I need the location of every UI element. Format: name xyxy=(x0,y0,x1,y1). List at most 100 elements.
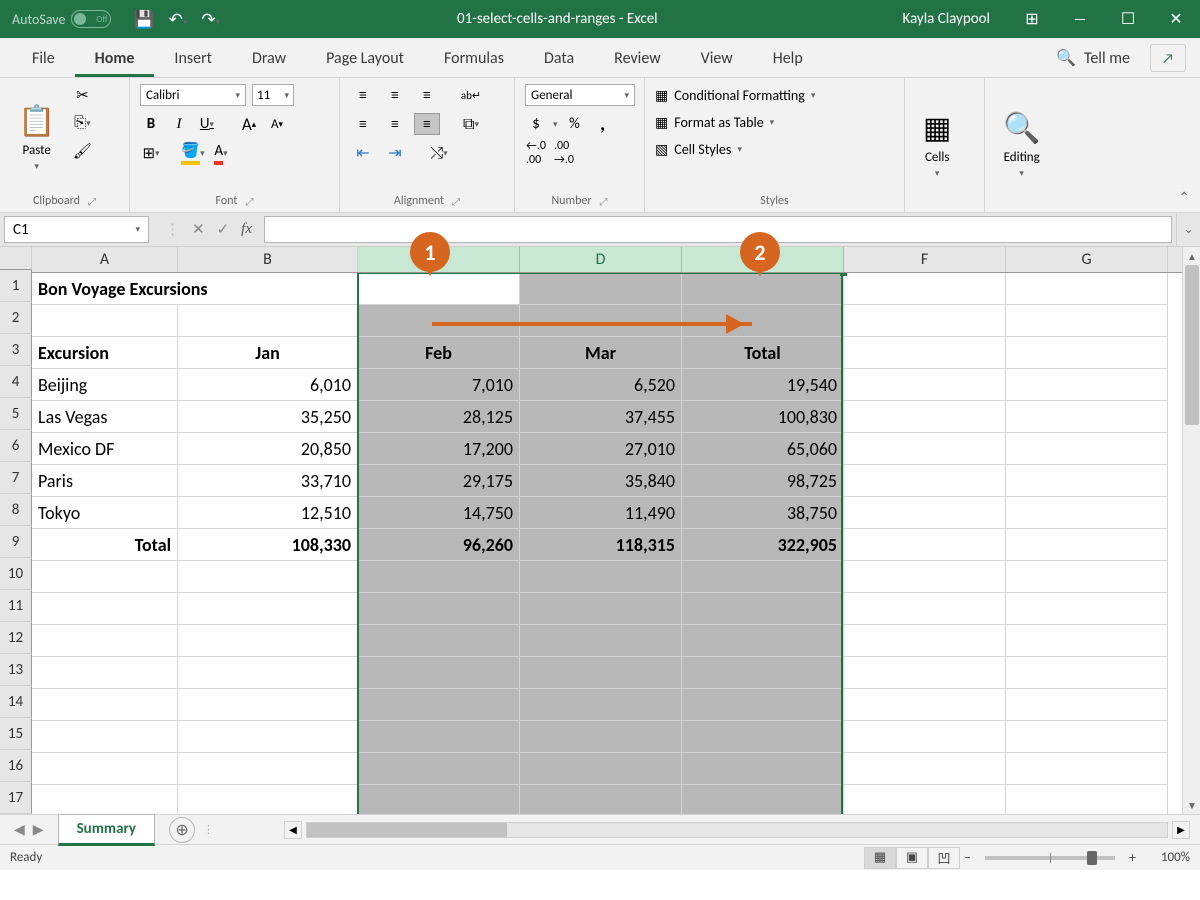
cell-A10[interactable] xyxy=(32,561,178,593)
cell-A1[interactable]: Bon Voyage Excursions xyxy=(32,273,358,305)
cell-E10[interactable] xyxy=(682,561,844,593)
row-header-13[interactable]: 13 xyxy=(0,654,32,686)
redo-icon[interactable]: ↷▾ xyxy=(201,9,220,30)
cell-F2[interactable] xyxy=(844,305,1006,337)
underline-button[interactable]: U▾ xyxy=(196,113,218,135)
cell-D4[interactable]: 6,520 xyxy=(520,369,682,401)
tab-insert[interactable]: Insert xyxy=(154,39,232,77)
page-layout-view-icon[interactable]: ▣ xyxy=(896,847,928,869)
hscroll-thumb[interactable] xyxy=(307,823,507,837)
cell-D8[interactable]: 11,490 xyxy=(520,497,682,529)
sheet-next-icon[interactable]: ▶ xyxy=(33,821,44,838)
cell-E13[interactable] xyxy=(682,657,844,689)
row-header-11[interactable]: 11 xyxy=(0,590,32,622)
cell-E9[interactable]: 322,905 xyxy=(682,529,844,561)
cell-E2[interactable] xyxy=(682,305,844,337)
cell-E6[interactable]: 65,060 xyxy=(682,433,844,465)
cell-styles-button[interactable]: ▧Cell Styles▾ xyxy=(655,138,742,161)
cell-G16[interactable] xyxy=(1006,753,1168,785)
column-header-F[interactable]: F xyxy=(844,247,1006,272)
save-icon[interactable]: 💾 xyxy=(133,9,154,30)
cell-A6[interactable]: Mexico DF xyxy=(32,433,178,465)
expand-formula-bar-icon[interactable]: ⌄ xyxy=(1176,213,1200,246)
cell-G12[interactable] xyxy=(1006,625,1168,657)
conditional-formatting-button[interactable]: ▦Conditional Formatting▾ xyxy=(655,84,815,107)
cell-C17[interactable] xyxy=(358,785,520,814)
zoom-handle[interactable] xyxy=(1087,851,1097,865)
cell-C12[interactable] xyxy=(358,625,520,657)
cell-A3[interactable]: Excursion xyxy=(32,337,178,369)
cell-D3[interactable]: Mar xyxy=(520,337,682,369)
cell-F16[interactable] xyxy=(844,753,1006,785)
cell-D10[interactable] xyxy=(520,561,682,593)
cell-F11[interactable] xyxy=(844,593,1006,625)
collapse-ribbon-icon[interactable]: ⌃ xyxy=(1178,189,1190,206)
cell-B11[interactable] xyxy=(178,593,358,625)
insert-function-icon[interactable]: fx xyxy=(241,221,252,238)
cell-C14[interactable] xyxy=(358,689,520,721)
cell-D2[interactable] xyxy=(520,305,682,337)
copy-icon[interactable]: ⎘▾ xyxy=(71,112,93,134)
cell-E11[interactable] xyxy=(682,593,844,625)
decrease-indent-icon[interactable]: ⇤ xyxy=(350,142,376,164)
cut-icon[interactable]: ✂ xyxy=(71,84,93,106)
cell-C10[interactable] xyxy=(358,561,520,593)
cells-grid[interactable]: Bon Voyage ExcursionsExcursionJanFebMarT… xyxy=(32,273,1182,814)
row-header-6[interactable]: 6 xyxy=(0,430,32,462)
cell-C16[interactable] xyxy=(358,753,520,785)
column-header-G[interactable]: G xyxy=(1006,247,1168,272)
select-all-corner[interactable] xyxy=(0,247,32,270)
column-header-A[interactable]: A xyxy=(32,247,178,272)
cell-D15[interactable] xyxy=(520,721,682,753)
cell-B12[interactable] xyxy=(178,625,358,657)
cell-D5[interactable]: 37,455 xyxy=(520,401,682,433)
cell-D17[interactable] xyxy=(520,785,682,814)
zoom-in-button[interactable]: + xyxy=(1125,849,1140,866)
cell-A8[interactable]: Tokyo xyxy=(32,497,178,529)
cell-A15[interactable] xyxy=(32,721,178,753)
bold-button[interactable]: B xyxy=(140,113,162,135)
cell-G9[interactable] xyxy=(1006,529,1168,561)
cell-C13[interactable] xyxy=(358,657,520,689)
cell-F1[interactable] xyxy=(844,273,1006,305)
cell-F9[interactable] xyxy=(844,529,1006,561)
fill-color-button[interactable]: 🪣▾ xyxy=(182,142,204,164)
font-name-select[interactable]: Calibri▾ xyxy=(140,84,246,106)
row-header-9[interactable]: 9 xyxy=(0,526,32,558)
cell-D14[interactable] xyxy=(520,689,682,721)
cell-C4[interactable]: 7,010 xyxy=(358,369,520,401)
align-middle-icon[interactable]: ≡ xyxy=(382,84,408,106)
cell-C2[interactable] xyxy=(358,305,520,337)
cell-C7[interactable]: 29,175 xyxy=(358,465,520,497)
cell-B9[interactable]: 108,330 xyxy=(178,529,358,561)
editing-button[interactable]: 🔍Editing▾ xyxy=(995,84,1048,205)
cell-B5[interactable]: 35,250 xyxy=(178,401,358,433)
autosave-toggle[interactable]: AutoSave Off xyxy=(0,10,123,28)
cell-F14[interactable] xyxy=(844,689,1006,721)
cell-E15[interactable] xyxy=(682,721,844,753)
cell-C3[interactable]: Feb xyxy=(358,337,520,369)
align-center-icon[interactable]: ≡ xyxy=(382,113,408,135)
page-break-view-icon[interactable]: 凹 xyxy=(928,847,960,869)
cell-A4[interactable]: Beijing xyxy=(32,369,178,401)
maximize-button[interactable]: ☐ xyxy=(1104,0,1152,38)
cell-B13[interactable] xyxy=(178,657,358,689)
cell-F10[interactable] xyxy=(844,561,1006,593)
row-header-2[interactable]: 2 xyxy=(0,302,32,334)
number-format-select[interactable]: General▾ xyxy=(525,84,635,106)
cell-F17[interactable] xyxy=(844,785,1006,814)
tab-home[interactable]: Home xyxy=(75,39,155,77)
cell-F5[interactable] xyxy=(844,401,1006,433)
scroll-down-icon[interactable]: ▼ xyxy=(1183,796,1200,814)
zoom-out-button[interactable]: − xyxy=(960,849,975,866)
comma-button[interactable]: , xyxy=(592,113,614,135)
paste-button[interactable]: 📋 Paste ▾ xyxy=(10,84,63,191)
cell-D9[interactable]: 118,315 xyxy=(520,529,682,561)
cell-A9[interactable]: Total xyxy=(32,529,178,561)
cell-F13[interactable] xyxy=(844,657,1006,689)
cell-G13[interactable] xyxy=(1006,657,1168,689)
cell-E8[interactable]: 38,750 xyxy=(682,497,844,529)
cell-B10[interactable] xyxy=(178,561,358,593)
cell-B2[interactable] xyxy=(178,305,358,337)
cell-E3[interactable]: Total xyxy=(682,337,844,369)
